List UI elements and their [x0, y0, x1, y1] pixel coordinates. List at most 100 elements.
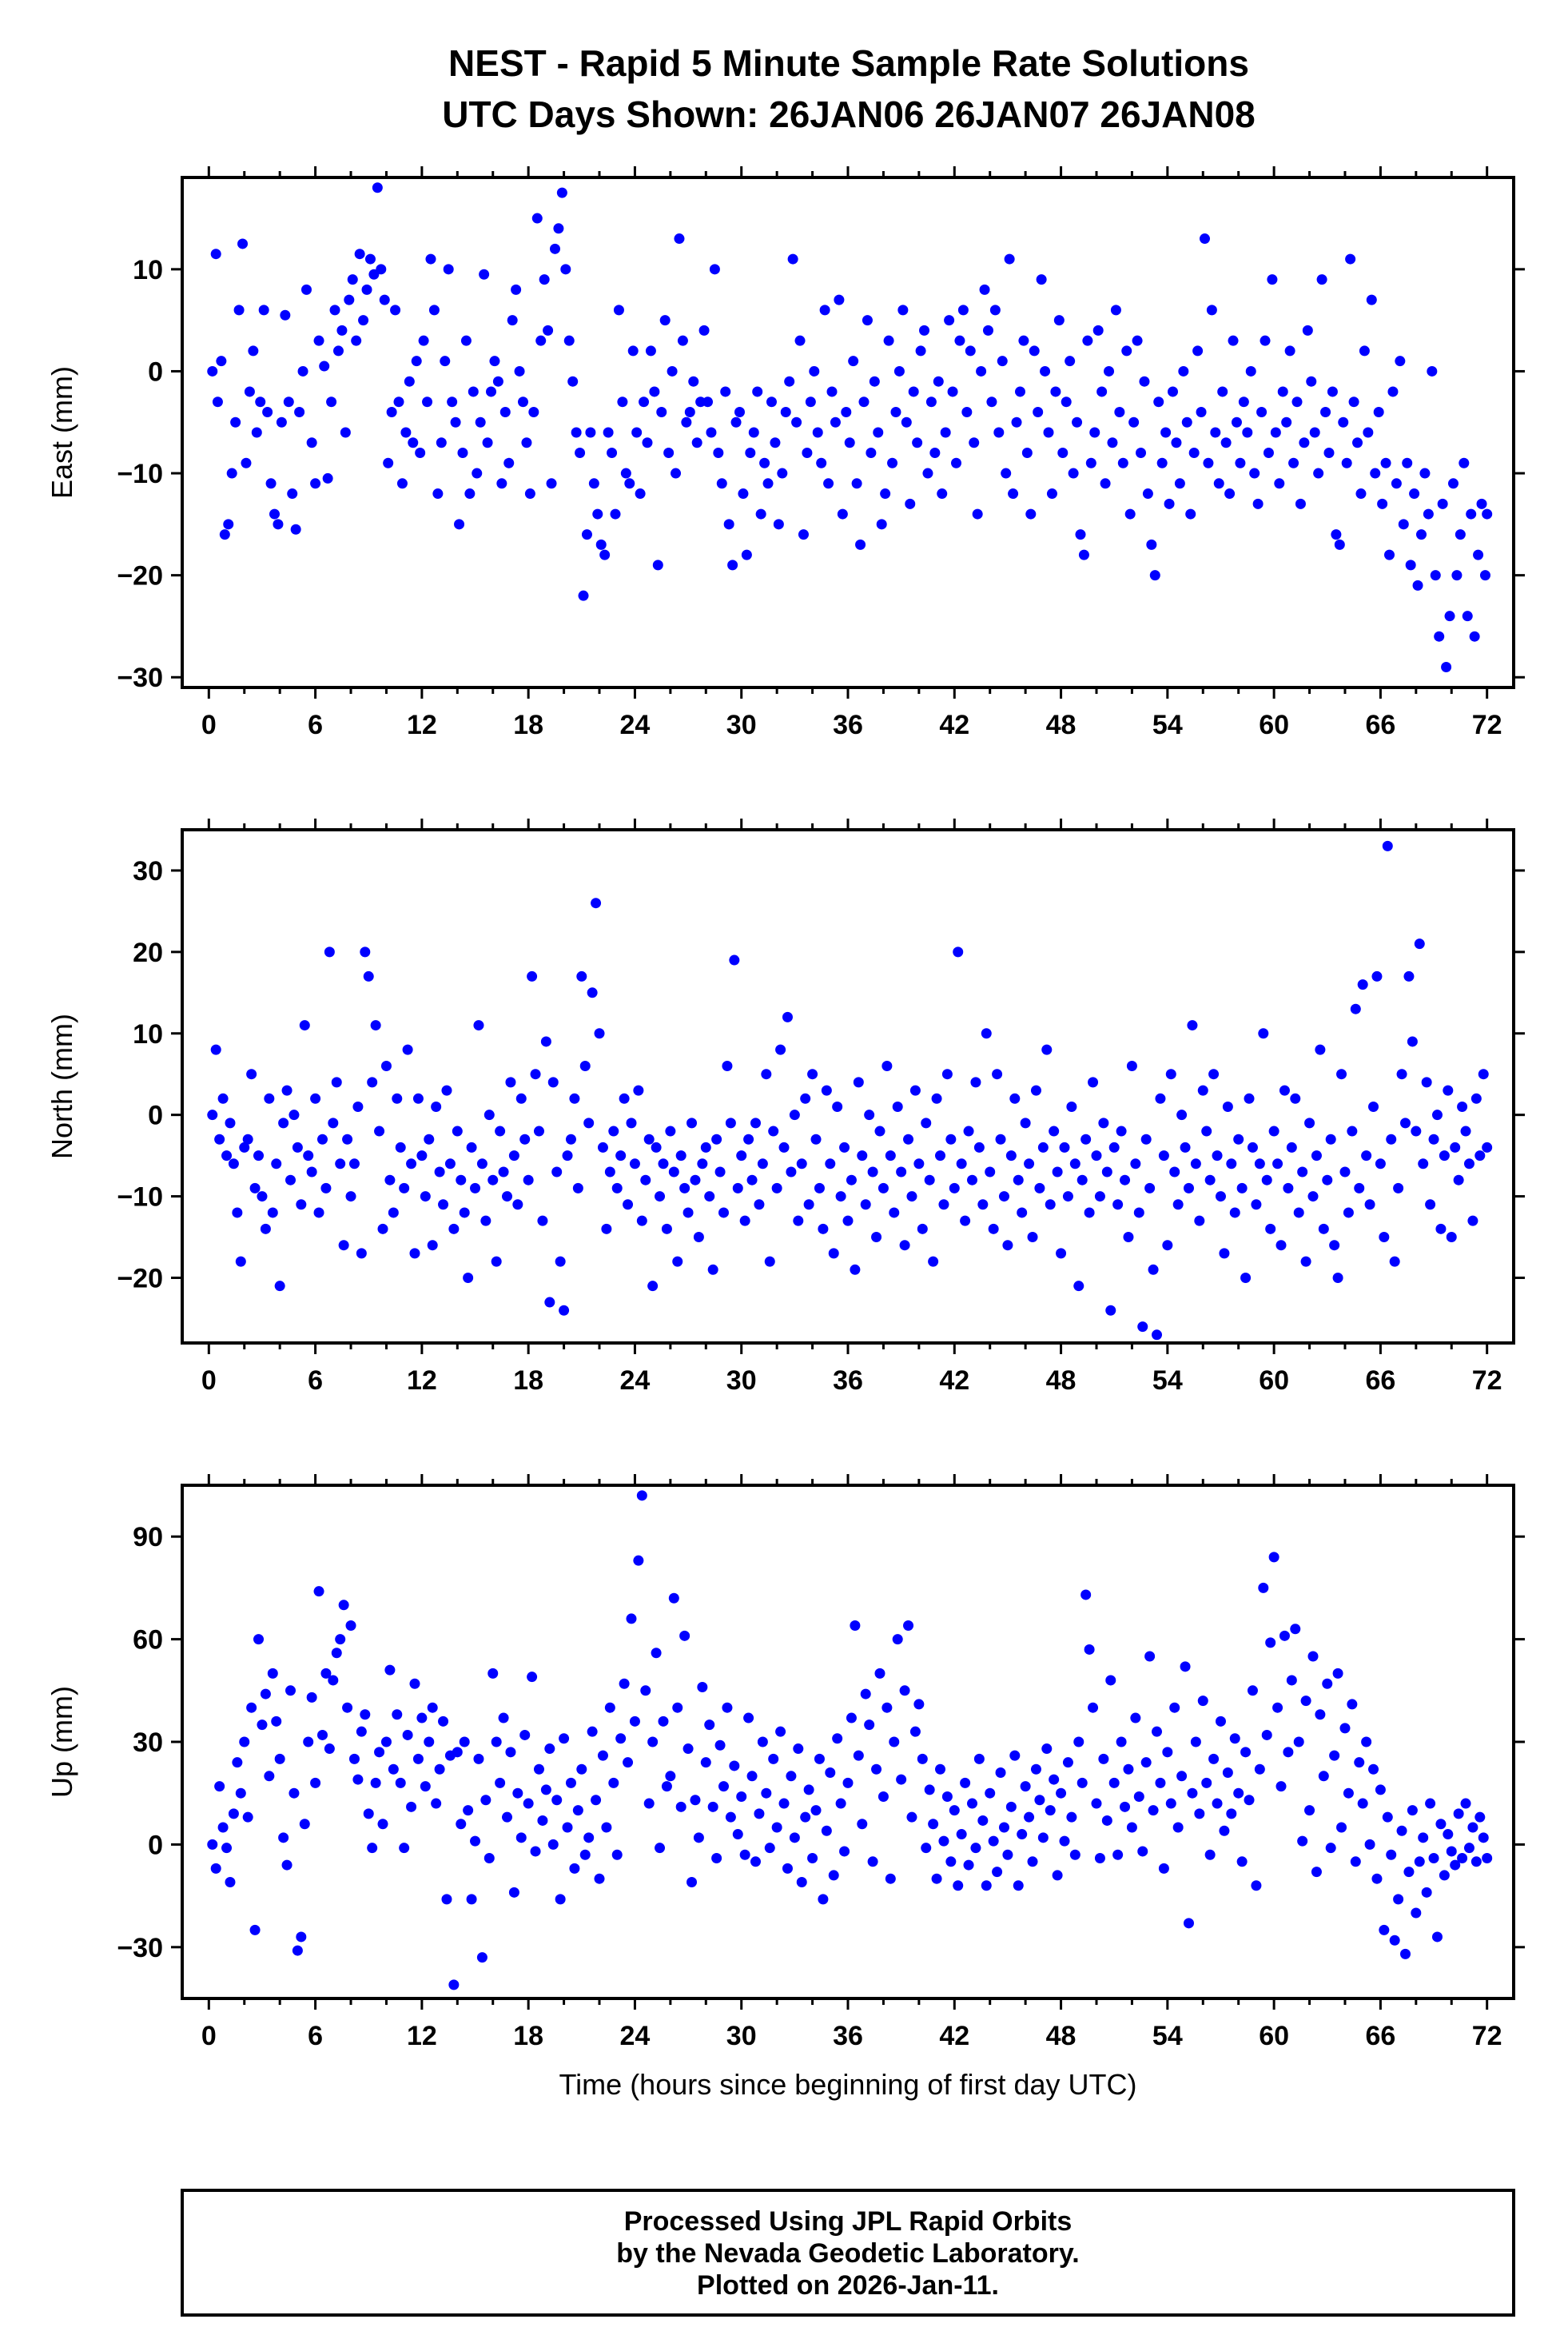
chart-0-point-46 — [372, 182, 383, 193]
chart-0-point-348 — [1444, 611, 1455, 622]
chart-0-point-127 — [659, 315, 671, 326]
chart-2-point-122 — [640, 1685, 651, 1696]
chart-0-xtick-label-4: 24 — [620, 710, 651, 740]
chart-0-point-186 — [869, 376, 880, 387]
chart-2-point-59 — [416, 1712, 428, 1723]
chart-1-point-220 — [988, 1223, 999, 1234]
chart-2-xtick-label-5: 30 — [726, 2021, 757, 2051]
chart-2-point-212 — [960, 1777, 971, 1788]
chart-0-point-195 — [901, 416, 912, 428]
chart-0-point-160 — [777, 468, 788, 479]
chart-2-point-246 — [1080, 1589, 1092, 1600]
chart-1-point-329 — [1375, 1158, 1386, 1170]
chart-2-point-172 — [818, 1894, 829, 1905]
chart-0-point-58 — [415, 448, 426, 459]
chart-0-point-191 — [887, 457, 898, 468]
chart-1-point-112 — [604, 1166, 615, 1177]
chart-1-point-237 — [1049, 1126, 1060, 1137]
chart-2-point-1 — [210, 1863, 221, 1874]
chart-0-point-207 — [944, 315, 955, 326]
footer-line-1: Processed Using JPL Rapid Orbits — [624, 2206, 1073, 2237]
chart-1-point-250 — [1094, 1191, 1105, 1202]
chart-0-point-198 — [912, 437, 923, 448]
chart-2-point-329 — [1375, 1784, 1386, 1795]
chart-2-point-116 — [619, 1678, 630, 1689]
chart-1-point-240 — [1059, 1142, 1070, 1153]
chart-2-point-23 — [289, 1787, 300, 1799]
chart-0-point-248 — [1089, 427, 1100, 438]
chart-1-point-346 — [1435, 1223, 1447, 1234]
chart-2-point-103 — [572, 1805, 583, 1816]
chart-1-point-8 — [235, 1256, 246, 1267]
chart-1-point-119 — [629, 1158, 640, 1170]
chart-2-point-187 — [871, 1763, 882, 1775]
chart-1-point-168 — [803, 1199, 814, 1210]
chart-0-point-217 — [979, 284, 990, 295]
chart-1-point-59 — [416, 1150, 428, 1162]
chart-0-point-329 — [1377, 498, 1388, 509]
chart-1-point-218 — [981, 1028, 992, 1039]
chart-1-point-92 — [533, 1126, 544, 1137]
chart-0-point-354 — [1466, 508, 1477, 520]
chart-1-point-221 — [992, 1069, 1003, 1080]
chart-1-point-295 — [1254, 1158, 1265, 1170]
chart-1-point-303 — [1283, 1182, 1294, 1193]
chart-2-point-240 — [1059, 1835, 1070, 1847]
chart-1-point-247 — [1084, 1207, 1095, 1218]
chart-2-point-189 — [878, 1791, 889, 1802]
chart-2-point-61 — [424, 1736, 435, 1747]
chart-1-point-196 — [903, 1134, 914, 1145]
chart-2-point-184 — [860, 1688, 871, 1699]
chart-2-point-162 — [782, 1863, 793, 1874]
chart-0-point-137 — [695, 396, 706, 408]
chart-2-point-111 — [601, 1822, 612, 1833]
chart-1-point-298 — [1265, 1223, 1276, 1234]
chart-0-point-269 — [1164, 498, 1175, 509]
chart-2-point-261 — [1133, 1791, 1144, 1802]
chart-1-point-40 — [348, 1158, 360, 1170]
chart-0-point-233 — [1036, 274, 1047, 285]
chart-2-point-304 — [1286, 1675, 1297, 1686]
chart-1-point-219 — [985, 1166, 996, 1177]
chart-2-point-269 — [1162, 1747, 1173, 1758]
chart-2-point-356 — [1470, 1856, 1482, 1867]
chart-1-point-268 — [1158, 1150, 1169, 1162]
chart-0-point-133 — [681, 416, 692, 428]
chart-2-xtick-label-9: 54 — [1152, 2021, 1183, 2051]
chart-0-ytick-label-2: −10 — [117, 459, 163, 489]
chart-2-point-217 — [977, 1815, 989, 1826]
chart-2-point-239 — [1056, 1787, 1067, 1799]
chart-0-point-159 — [773, 519, 784, 530]
chart-2-point-198 — [909, 1726, 921, 1737]
chart-2-point-78 — [484, 1853, 495, 1864]
chart-2-point-348 — [1443, 1829, 1454, 1840]
chart-1-point-280 — [1201, 1126, 1212, 1137]
chart-1-point-105 — [579, 1061, 591, 1072]
chart-0-point-73 — [468, 386, 479, 397]
chart-2-point-178 — [839, 1846, 850, 1857]
chart-0-point-343 — [1427, 365, 1438, 377]
chart-1-point-85 — [508, 1150, 519, 1162]
chart-0-point-99 — [560, 264, 571, 275]
chart-1-point-100 — [562, 1150, 573, 1162]
chart-1-point-144 — [718, 1207, 730, 1218]
chart-2-point-3 — [217, 1822, 229, 1833]
footer-line-3: Plotted on 2026-Jan-11. — [697, 2270, 999, 2301]
chart-1-point-313 — [1318, 1223, 1329, 1234]
chart-2-point-19 — [274, 1753, 285, 1764]
chart-2-point-50 — [384, 1664, 396, 1676]
chart-1-point-115 — [615, 1150, 627, 1162]
chart-0-point-178 — [841, 406, 852, 417]
chart-1-point-328 — [1371, 970, 1383, 982]
chart-1-point-6 — [228, 1158, 239, 1170]
chart-0-point-231 — [1029, 345, 1040, 357]
chart-1-point-230 — [1024, 1158, 1035, 1170]
chart-0-point-281 — [1206, 305, 1217, 316]
chart-1-point-225 — [1005, 1150, 1017, 1162]
chart-0-point-6 — [226, 468, 237, 479]
chart-0-point-313 — [1320, 406, 1331, 417]
chart-1-point-344 — [1428, 1134, 1439, 1145]
chart-1-point-34 — [328, 1118, 339, 1129]
chart-2-point-22 — [285, 1685, 296, 1696]
chart-2-point-90 — [527, 1672, 538, 1683]
